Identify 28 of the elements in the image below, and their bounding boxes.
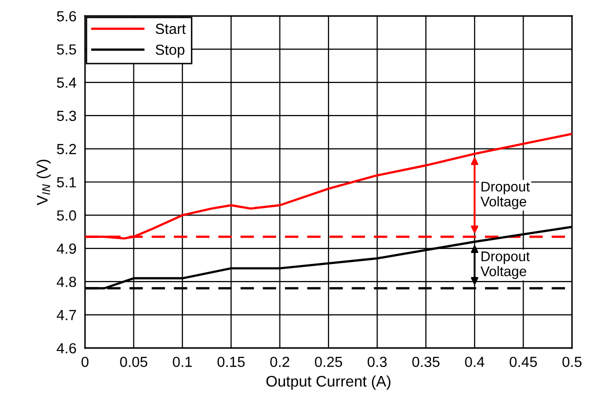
y-tick-label: 5.1	[56, 177, 76, 188]
x-axis-title: Output Current (A)	[266, 375, 390, 390]
y-tick-label: 5.5	[56, 44, 76, 55]
y-tick-label: 4.8	[56, 276, 76, 288]
x-tick-label: 0.15	[217, 356, 245, 368]
y-tick-label: 5.3	[56, 110, 76, 122]
legend-label: Start	[156, 24, 186, 34]
legend-label: Stop	[156, 44, 184, 58]
x-tick-label: 0.35	[412, 356, 440, 368]
y-tick-label: 5.2	[56, 144, 76, 154]
annotation: Dropout Voltage	[480, 252, 530, 279]
x-tick-label: 0	[82, 356, 88, 368]
x-tick-label: 0.4	[465, 356, 484, 368]
x-tick-label: 0.1	[172, 356, 192, 368]
x-tick-label: 0.25	[314, 356, 342, 368]
y-tick-label: 5.6	[56, 11, 76, 22]
y-tick-label: 5.4	[56, 78, 76, 88]
x-tick-label: 0.3	[368, 356, 387, 368]
y-tick-label: 5.0	[56, 210, 76, 221]
x-tick-label: 0.2	[270, 356, 290, 368]
x-tick-label: 0.5	[562, 356, 582, 368]
y-tick-label: 4.6	[56, 343, 76, 354]
x-tick-label: 0.05	[120, 356, 148, 368]
y-tick-label: 4.7	[56, 310, 76, 320]
annotation: Dropout Voltage	[480, 182, 530, 210]
y-axis-title: V$_{IN}$ (V)	[36, 160, 51, 206]
y-tick-label: 4.9	[56, 244, 76, 254]
x-tick-label: 0.45	[510, 356, 537, 368]
